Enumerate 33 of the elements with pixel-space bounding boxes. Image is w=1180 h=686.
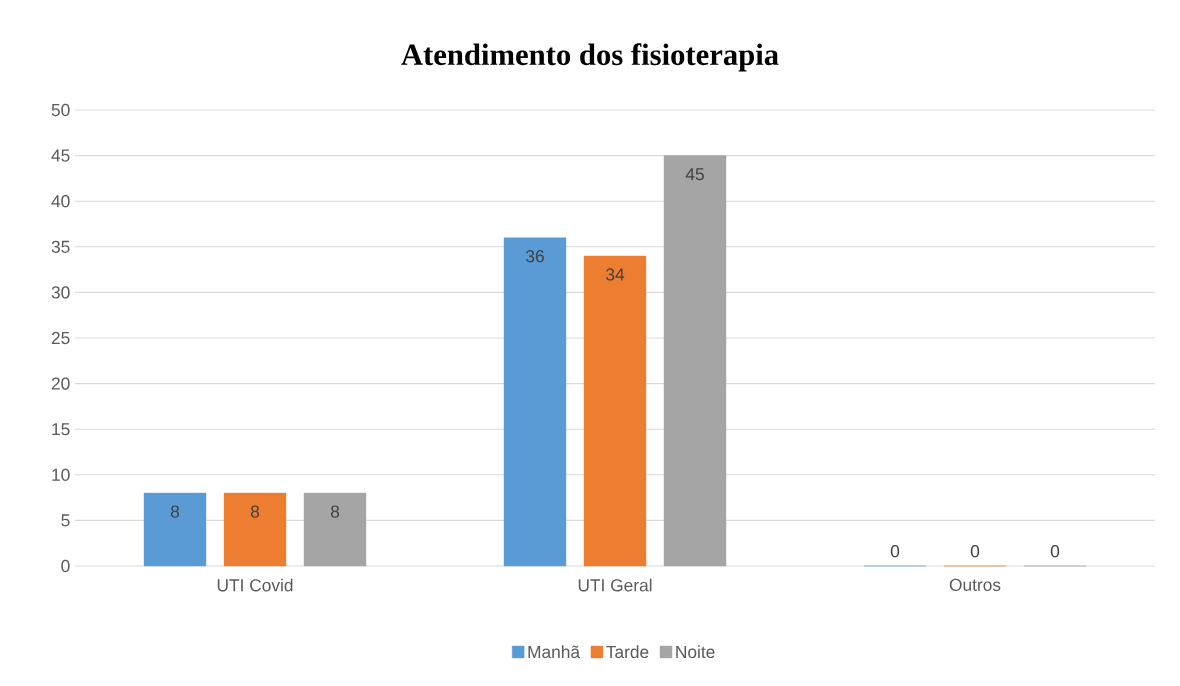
legend-label: Noite [676, 645, 715, 659]
x-tick-label: UTI Covid [217, 578, 293, 592]
y-tick-label: 35 [51, 240, 70, 253]
y-tick-label: 40 [51, 195, 70, 208]
y-tick-label: 15 [52, 423, 70, 436]
chart-title: Atendimento dos fisioterapia [401, 43, 779, 72]
data-label: 0 [890, 545, 900, 558]
data-label: 8 [170, 505, 180, 518]
bar [223, 492, 287, 567]
bar [663, 155, 727, 567]
y-tick-label: 10 [52, 468, 70, 481]
x-tick-label: UTI Geral [578, 578, 652, 592]
bar [303, 492, 367, 567]
bar [143, 492, 207, 567]
x-tick-label: Outros [949, 578, 1001, 591]
bar [583, 255, 647, 567]
data-label: 8 [250, 505, 260, 518]
legend-label: Manhã [528, 645, 581, 659]
y-tick-label: 45 [51, 149, 70, 162]
data-label: 36 [526, 250, 544, 263]
bar [503, 237, 567, 567]
data-label: 34 [606, 268, 625, 281]
data-label: 8 [330, 505, 340, 518]
y-tick-label: 0 [61, 559, 70, 573]
legend-label: Tarde [606, 645, 649, 659]
data-label: 0 [1050, 545, 1060, 558]
y-tick-label: 30 [51, 286, 70, 299]
y-tick-label: 5 [61, 514, 70, 527]
data-label: 0 [970, 545, 980, 558]
y-tick-label: 50 [51, 103, 70, 117]
data-label: 45 [685, 168, 704, 181]
y-tick-label: 25 [51, 331, 70, 345]
y-tick-label: 20 [51, 377, 70, 390]
